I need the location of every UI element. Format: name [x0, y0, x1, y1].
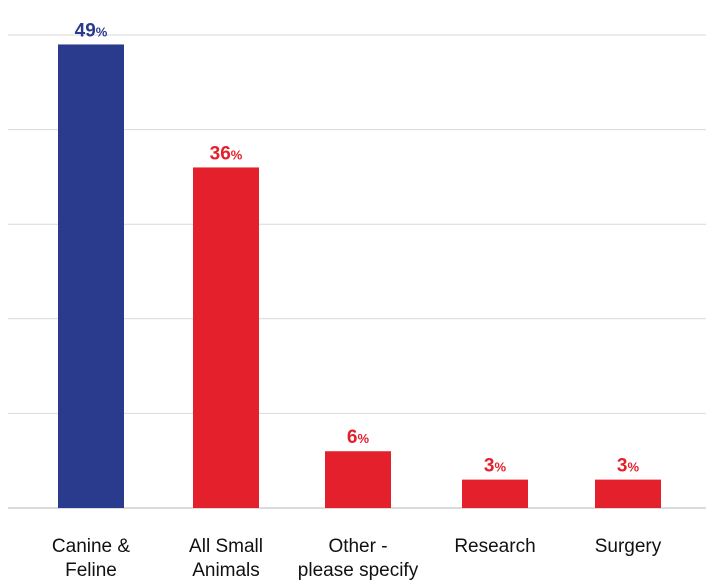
gridlines: [8, 34, 706, 509]
value-label: 6%: [347, 427, 370, 448]
bar: [193, 167, 259, 508]
category-label: Other -please specify: [298, 536, 419, 581]
category-label: All Small Animals: [189, 536, 263, 581]
bars: [58, 44, 661, 509]
bar: [462, 479, 528, 508]
bar: [595, 479, 661, 508]
value-label: 3%: [484, 456, 507, 477]
category-label: Surgery: [595, 536, 662, 557]
bar: [325, 451, 391, 508]
value-label: 49%: [75, 20, 108, 41]
value-labels: 49% 36% 6% 3% 3%: [75, 20, 640, 476]
value-label: 3%: [617, 456, 640, 477]
value-label: 36%: [210, 143, 243, 164]
category-labels: Canine & Feline All Small Animals Other -ple…: [52, 536, 662, 581]
category-label: Canine & Feline: [52, 536, 130, 581]
category-label: Research: [454, 536, 535, 557]
bar: [58, 44, 124, 509]
